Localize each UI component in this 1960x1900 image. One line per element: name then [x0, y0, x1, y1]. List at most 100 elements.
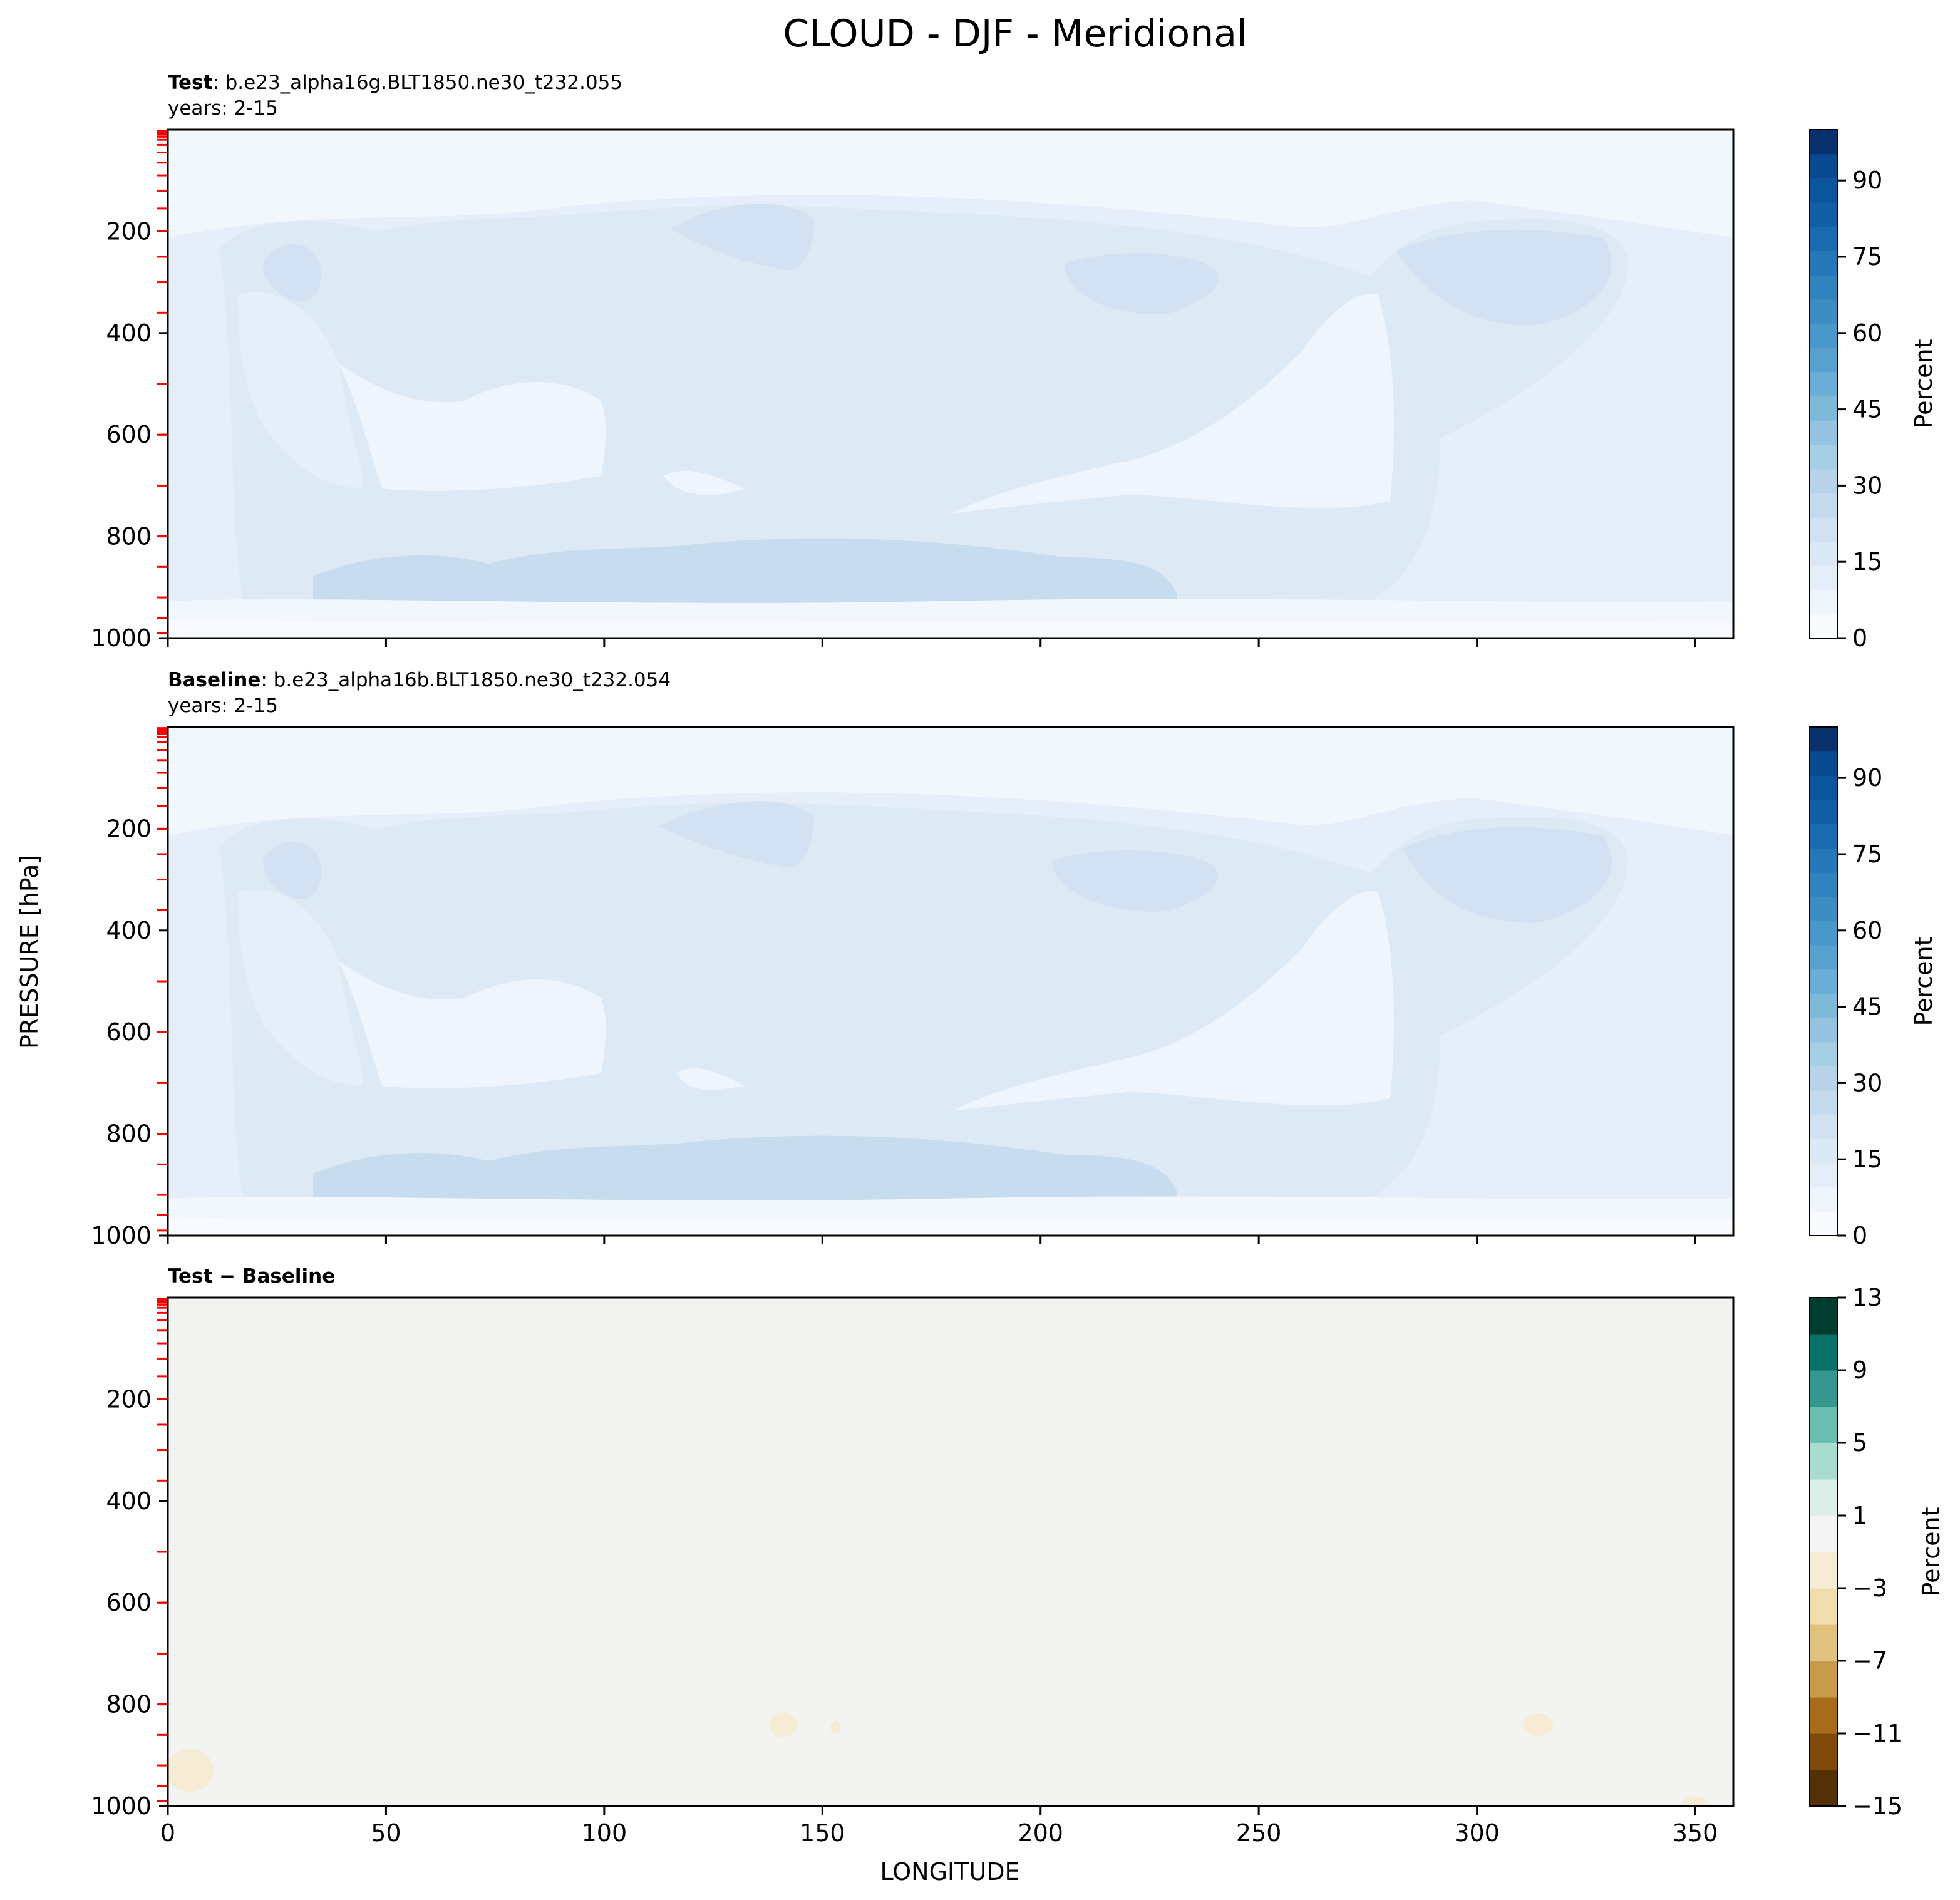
colorbar-swatch: [1810, 1661, 1837, 1698]
x-tick-label: 300: [1454, 1819, 1500, 1847]
panel-baseline-level-ticks: [157, 727, 167, 1232]
colorbar-swatch: [1810, 517, 1837, 542]
colorbar-test-swatches: [1810, 130, 1837, 639]
colorbar-swatch: [1810, 896, 1837, 921]
colorbar-swatch: [1810, 775, 1837, 800]
colorbar-swatch: [1810, 178, 1837, 203]
colorbar-swatch: [1810, 1443, 1837, 1480]
colorbar-tick-label: 60: [1852, 319, 1882, 347]
colorbar-swatch: [1810, 1138, 1837, 1164]
colorbar-tick-label: 15: [1852, 1145, 1882, 1173]
y-tick-label: 200: [106, 217, 152, 245]
y-tick-label: 1000: [91, 1792, 152, 1820]
colorbar-swatch: [1810, 420, 1837, 445]
difference-patch: [830, 1720, 841, 1735]
difference-patch: [769, 1712, 797, 1738]
colorbar-swatch: [1810, 800, 1837, 825]
colorbar-swatch: [1810, 1407, 1837, 1443]
colorbar-swatch: [1810, 1552, 1837, 1589]
colorbar-swatch: [1810, 1697, 1837, 1734]
y-tick-label: 800: [106, 1120, 152, 1148]
difference-patch: [168, 1749, 214, 1792]
colorbar-tick-label: 1: [1852, 1502, 1867, 1529]
colorbar-test: 0 15 30 45 60 75 90 Percent: [1809, 129, 1937, 652]
panel-baseline-years: years: 2-15: [168, 694, 278, 717]
colorbar-tick-label: 90: [1852, 764, 1882, 792]
panel-difference-frame: [167, 1296, 1735, 1807]
colorbar-tick-label: 0: [1852, 624, 1867, 652]
colorbar-swatch: [1810, 202, 1837, 227]
panel-difference-y-ticks: 200 400 600 800 1000: [91, 1385, 168, 1820]
y-tick-label: 1000: [91, 624, 152, 652]
colorbar-swatch: [1810, 727, 1837, 752]
panel-baseline-y-ticks: 200 400 600 800 1000: [91, 815, 168, 1249]
colorbar-tick-label: 30: [1852, 1069, 1882, 1097]
colorbar-swatch: [1810, 565, 1837, 591]
colorbar-baseline-ticks: 0 15 30 45 60 75 90: [1837, 764, 1882, 1249]
panel-difference: Test − Baseline 200 400 600 800 1000 0 50 100 1…: [91, 1265, 1735, 1847]
colorbar-tick-label: 9: [1852, 1356, 1867, 1384]
colorbar-baseline-label: Percent: [1910, 937, 1937, 1026]
colorbar-tick-label: 0: [1852, 1222, 1867, 1249]
panel-baseline-frame: [167, 726, 1735, 1237]
colorbar-tick-label: −3: [1852, 1574, 1887, 1602]
colorbar-swatch: [1810, 444, 1837, 469]
colorbar-tick-label: 15: [1852, 548, 1882, 576]
colorbar-swatch: [1810, 1588, 1837, 1625]
colorbar-swatch: [1810, 824, 1837, 849]
colorbar-swatch: [1810, 1066, 1837, 1091]
y-tick-label: 800: [106, 523, 152, 550]
colorbar-swatch: [1810, 1090, 1837, 1115]
panel-test-y-ticks: 200 400 600 800 1000: [91, 217, 168, 652]
x-tick-label: 250: [1236, 1819, 1282, 1847]
colorbar-swatch: [1810, 541, 1837, 566]
colorbar-tick-label: 5: [1852, 1429, 1867, 1457]
colorbar-test-label: Percent: [1910, 339, 1937, 429]
colorbar-swatch: [1810, 1733, 1837, 1770]
colorbar-baseline-swatches: [1810, 727, 1837, 1236]
colorbar-difference-ticks: −15 −11 −7 −3 1 5 9 13: [1837, 1284, 1902, 1820]
x-axis-label: LONGITUDE: [880, 1858, 1019, 1886]
panel-difference-field: [168, 1298, 1733, 1806]
colorbar-swatch: [1810, 751, 1837, 776]
colorbar-swatch: [1810, 921, 1837, 946]
panel-difference-title: Test − Baseline: [168, 1265, 335, 1288]
colorbar-swatch: [1810, 848, 1837, 873]
colorbar-swatch: [1810, 1298, 1837, 1335]
colorbar-test-frame: [1809, 129, 1838, 639]
panel-test-title-rest: : b.e23_alpha16g.BLT1850.ne30_t232.055: [212, 71, 622, 94]
colorbar-swatch: [1810, 1018, 1837, 1043]
x-tick-label: 150: [800, 1819, 845, 1847]
colorbar-swatch: [1810, 872, 1837, 897]
colorbar-swatch: [1810, 969, 1837, 994]
colorbar-tick-label: 75: [1852, 243, 1882, 271]
colorbar-tick-label: −7: [1852, 1647, 1887, 1675]
colorbar-swatch: [1810, 1624, 1837, 1661]
panel-baseline-title-bold: Baseline: [168, 669, 260, 691]
x-tick-label: 0: [160, 1819, 175, 1847]
colorbar-swatch: [1810, 1114, 1837, 1139]
colorbar-tick-label: 13: [1852, 1284, 1882, 1311]
colorbar-tick-label: −11: [1852, 1720, 1902, 1747]
colorbar-swatch: [1810, 226, 1837, 251]
y-tick-label: 400: [106, 319, 152, 347]
colorbar-swatch: [1810, 589, 1837, 614]
y-tick-label: 600: [106, 1018, 152, 1046]
panel-baseline-field: [168, 727, 1733, 1236]
colorbar-swatch: [1810, 1370, 1837, 1407]
y-tick-label: 1000: [91, 1222, 152, 1249]
y-tick-label: 600: [106, 421, 152, 448]
colorbar-tick-label: 45: [1852, 396, 1882, 423]
colorbar-swatch: [1810, 396, 1837, 421]
x-tick-label: 100: [582, 1819, 627, 1847]
colorbar-swatch: [1810, 468, 1837, 493]
panel-difference-level-ticks: [157, 1298, 167, 1802]
colorbar-swatch: [1810, 1770, 1837, 1807]
colorbar-swatch: [1810, 614, 1837, 639]
colorbar-swatch: [1810, 1163, 1837, 1188]
colorbar-difference-frame: [1809, 1297, 1838, 1807]
difference-patches: [168, 1712, 1708, 1806]
x-tick-label: 350: [1673, 1819, 1718, 1847]
x-tick-label: 50: [371, 1819, 401, 1847]
